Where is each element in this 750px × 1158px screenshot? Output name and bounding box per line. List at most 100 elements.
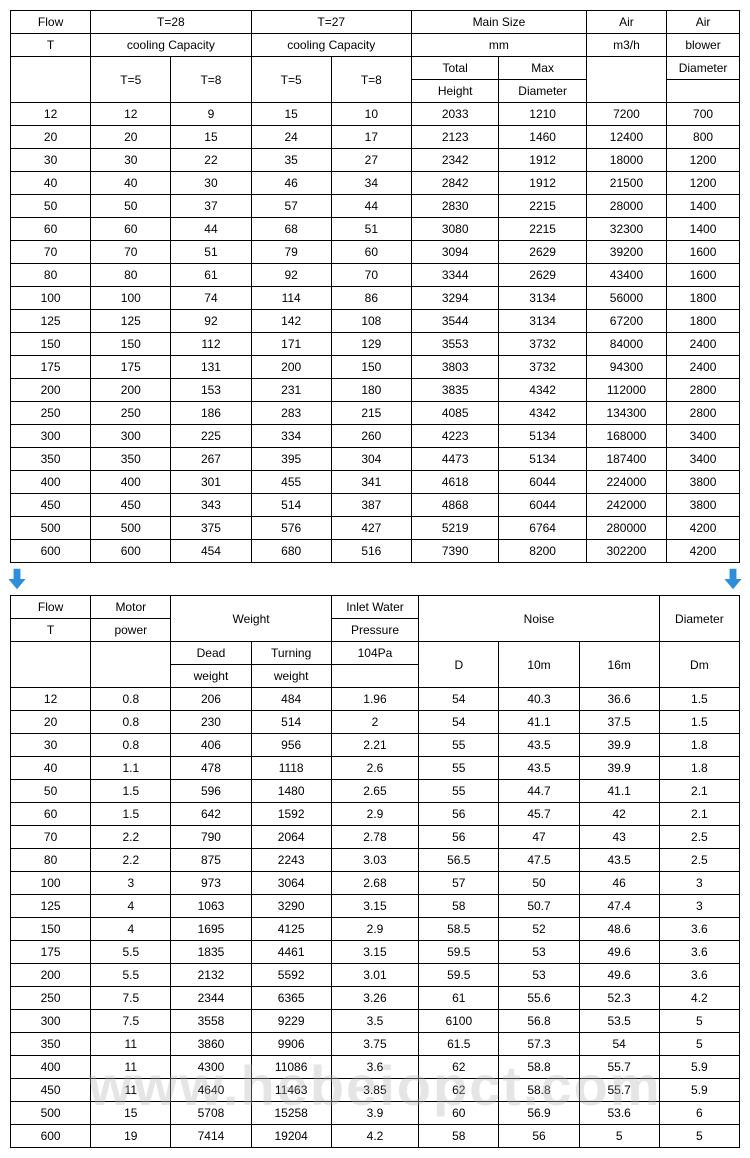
table-cell: 40 (11, 757, 91, 780)
table-cell: 1118 (251, 757, 331, 780)
table-cell: 3 (659, 895, 739, 918)
table-cell: 53.5 (579, 1010, 659, 1033)
table-cell: 55 (419, 734, 499, 757)
table-cell: 341 (331, 471, 411, 494)
table-cell: 10 (331, 103, 411, 126)
table-cell: 3803 (411, 356, 498, 379)
table-cell: 175 (91, 356, 171, 379)
table-cell: 61.5 (419, 1033, 499, 1056)
table-cell: 3290 (251, 895, 331, 918)
table-cell: 19 (91, 1125, 171, 1148)
table-cell: 92 (171, 310, 251, 333)
table-cell: 150 (91, 333, 171, 356)
table-cell: 5.9 (659, 1079, 739, 1102)
table-cell: 1400 (667, 218, 740, 241)
table-cell: 3400 (667, 448, 740, 471)
table-row: 100397330642.685750463 (11, 872, 740, 895)
table-cell: 1835 (171, 941, 251, 964)
table-row: 17517513120015038033732943002400 (11, 356, 740, 379)
table-cell: 3 (91, 872, 171, 895)
table-cell: 250 (91, 402, 171, 425)
table-cell: 1.5 (91, 803, 171, 826)
table-cell: 200 (251, 356, 331, 379)
table-cell: 40 (11, 172, 91, 195)
table-cell: 250 (11, 987, 91, 1010)
table-cell: 4085 (411, 402, 498, 425)
table-cell: 50 (11, 195, 91, 218)
table-cell: 7200 (586, 103, 666, 126)
table-cell: 6100 (419, 1010, 499, 1033)
table-cell: 175 (11, 941, 91, 964)
table-cell: 5.5 (91, 964, 171, 987)
table-row: 450450343514387486860442420003800 (11, 494, 740, 517)
table-cell: 642 (171, 803, 251, 826)
table-cell: 35 (251, 149, 331, 172)
table-cell: 59.5 (419, 964, 499, 987)
table-cell: 11 (91, 1033, 171, 1056)
table-row: 500500375576427521967642800004200 (11, 517, 740, 540)
table-cell: 304 (331, 448, 411, 471)
table-cell: 7390 (411, 540, 498, 563)
table-cell: 4342 (499, 379, 586, 402)
table-cell: 84000 (586, 333, 666, 356)
table-cell: 0.8 (91, 688, 171, 711)
table-cell: 2123 (411, 126, 498, 149)
table-cell: 450 (11, 494, 91, 517)
table-row: 1251259214210835443134672001800 (11, 310, 740, 333)
table-cell: 2842 (411, 172, 498, 195)
table-cell: 400 (11, 471, 91, 494)
table-cell: 41.1 (499, 711, 579, 734)
table-cell: 1912 (499, 172, 586, 195)
table-cell: 79 (251, 241, 331, 264)
table-cell: 70 (11, 826, 91, 849)
table-cell: 231 (251, 379, 331, 402)
table-cell: 54 (419, 688, 499, 711)
table-cell: 4 (91, 895, 171, 918)
table-cell: 1.5 (659, 688, 739, 711)
table-cell: 43.5 (579, 849, 659, 872)
table-cell: 55.7 (579, 1056, 659, 1079)
table-row: 400114300110863.66258.855.75.9 (11, 1056, 740, 1079)
table-cell: 3.03 (331, 849, 418, 872)
table-cell: 596 (171, 780, 251, 803)
table-cell: 2.1 (659, 803, 739, 826)
table-cell: 28000 (586, 195, 666, 218)
table-row: 450114640114633.856258.855.75.9 (11, 1079, 740, 1102)
table-cell: 4300 (171, 1056, 251, 1079)
table-cell: 55.7 (579, 1079, 659, 1102)
table-cell: 2344 (171, 987, 251, 1010)
table-cell: 2830 (411, 195, 498, 218)
table-cell: 3800 (667, 494, 740, 517)
table-cell: 484 (251, 688, 331, 711)
table-cell: 43400 (586, 264, 666, 287)
table-cell: 53.6 (579, 1102, 659, 1125)
col-header: Dm (659, 642, 739, 688)
table-cell: 200 (11, 379, 91, 402)
table-row: 300.84069562.215543.539.91.8 (11, 734, 740, 757)
col-header: Main Size (411, 11, 586, 34)
table-cell: 187400 (586, 448, 666, 471)
table-cell: 58.5 (419, 918, 499, 941)
table-cell: 67200 (586, 310, 666, 333)
table-cell: 180 (331, 379, 411, 402)
table-row: 500155708152583.96056.953.66 (11, 1102, 740, 1125)
table-cell: 55.6 (499, 987, 579, 1010)
table-cell: 3.6 (331, 1056, 418, 1079)
table-cell: 215 (331, 402, 411, 425)
table-cell: 3.5 (331, 1010, 418, 1033)
table-cell: 40 (91, 172, 171, 195)
table-cell: 1600 (667, 264, 740, 287)
table-cell: 114 (251, 287, 331, 310)
table-cell: 7.5 (91, 987, 171, 1010)
table-row: 702.279020642.785647432.5 (11, 826, 740, 849)
table-cell: 20 (91, 126, 171, 149)
table-cell: 24 (251, 126, 331, 149)
table-cell: 1460 (499, 126, 586, 149)
table-cell: 4 (91, 918, 171, 941)
table-row: 401.147811182.65543.539.91.8 (11, 757, 740, 780)
table-cell: 956 (251, 734, 331, 757)
col-header: T=5 (251, 57, 331, 103)
table-cell: 5 (579, 1125, 659, 1148)
table-row: 250250186283215408543421343002800 (11, 402, 740, 425)
table-cell: 0.8 (91, 711, 171, 734)
